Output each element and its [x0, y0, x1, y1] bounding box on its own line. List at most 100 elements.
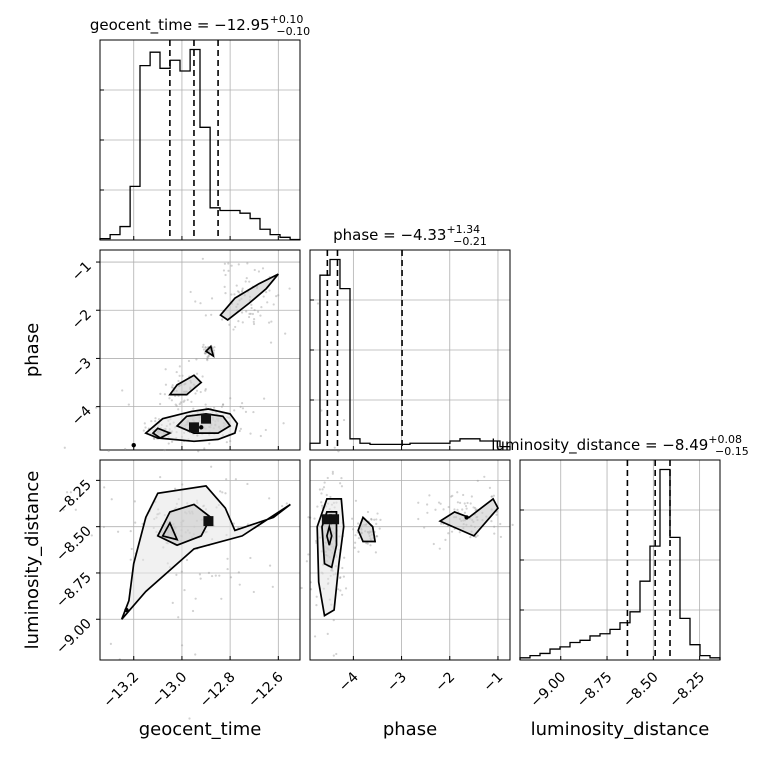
scatter-point	[264, 428, 267, 432]
scatter-point	[322, 486, 326, 489]
scatter-point	[444, 538, 447, 541]
scatter-point	[204, 387, 207, 391]
scatter-point	[284, 332, 287, 335]
scatter-point	[313, 635, 317, 638]
scatter-point	[470, 495, 473, 498]
scatter-point	[352, 528, 355, 531]
scatter-point	[476, 534, 479, 537]
scatter-point	[190, 400, 193, 403]
scatter-point	[206, 358, 209, 362]
scatter-point	[339, 589, 342, 592]
scatter-point	[219, 490, 222, 493]
scatter-point	[313, 517, 316, 520]
scatter-point	[142, 429, 145, 432]
scatter-point	[229, 440, 232, 443]
scatter-point	[181, 483, 184, 486]
scatter-point	[178, 403, 181, 406]
scatter-point	[366, 542, 369, 545]
density-peak	[201, 413, 212, 424]
scatter-point	[129, 558, 132, 561]
contour-line	[316, 498, 345, 617]
scatter-point	[253, 268, 256, 272]
panel-frame	[99, 39, 301, 241]
scatter-point	[249, 556, 252, 560]
scatter-point	[447, 532, 450, 535]
scatter-point	[375, 535, 379, 538]
scatter-point	[426, 511, 429, 514]
y-axis-label: luminosity_distance	[22, 471, 43, 650]
scatter-point	[331, 470, 334, 474]
scatter-point	[203, 447, 206, 450]
scatter-point	[250, 303, 253, 306]
scatter-point	[439, 502, 442, 505]
scatter-point	[204, 389, 207, 392]
scatter-point	[204, 346, 207, 349]
scatter-point	[366, 510, 370, 514]
x-tick-label: −12.6	[245, 669, 287, 711]
scatter-point	[168, 397, 171, 400]
contour-line	[219, 273, 279, 321]
scatter-point	[144, 426, 147, 429]
scatter-point	[224, 292, 227, 295]
scatter-point	[281, 504, 284, 508]
scatter-point	[95, 406, 98, 409]
scatter-point	[314, 539, 318, 543]
x-tick-label: −8.50	[620, 669, 662, 711]
scatter-point	[186, 398, 189, 401]
scatter-point	[110, 498, 113, 501]
scatter-point	[230, 293, 233, 296]
scatter-point	[309, 588, 313, 591]
scatter-point	[499, 522, 502, 526]
scatter-point	[268, 289, 271, 292]
scatter-point	[222, 269, 226, 272]
scatter-point	[490, 495, 493, 498]
scatter-point	[237, 571, 240, 574]
scatter-point	[90, 534, 93, 537]
histogram-geocent_time	[99, 48, 301, 241]
y-tick-label: −8.75	[53, 569, 95, 611]
scatter-point	[233, 293, 236, 296]
scatter-point	[320, 492, 323, 495]
scatter-point	[221, 318, 224, 321]
scatter-point	[152, 437, 155, 440]
density-fill	[169, 375, 202, 395]
scatter-point	[171, 384, 174, 387]
x-axis-label: phase	[383, 719, 437, 740]
scatter-point	[307, 553, 310, 556]
contour-line	[321, 511, 338, 569]
contour-line	[151, 427, 172, 439]
panel-geocent_time-luminosity_distance: −9.00 −8.75−8.50−8.25	[25, 406, 336, 720]
scatter-point	[344, 587, 348, 590]
scatter-point	[354, 499, 358, 502]
scatter-point	[437, 501, 441, 504]
scatter-point	[326, 476, 329, 480]
scatter-point	[469, 536, 472, 539]
scatter-point	[375, 522, 378, 525]
scatter-point	[229, 576, 233, 579]
scatter-point	[214, 574, 217, 577]
scatter-point	[203, 352, 206, 355]
contour-line	[204, 344, 215, 358]
scatter-point	[379, 518, 382, 521]
contour-line	[175, 413, 232, 434]
scatter-point	[270, 320, 273, 323]
scatter-point	[240, 290, 244, 293]
scatter-point	[248, 312, 251, 315]
histogram-luminosity_distance	[519, 468, 721, 660]
scatter-point	[207, 355, 210, 358]
scatter-point	[201, 345, 204, 349]
scatter-point	[224, 273, 227, 277]
scatter-point	[102, 525, 106, 529]
scatter-point	[170, 386, 174, 389]
scatter-point	[259, 434, 262, 438]
scatter-point	[337, 450, 340, 453]
scatter-point	[171, 601, 174, 604]
scatter-point	[511, 523, 514, 526]
scatter-point	[343, 556, 346, 559]
x-tick-label: −4	[336, 669, 362, 695]
density-fill	[358, 517, 376, 542]
scatter-point	[488, 486, 492, 489]
scatter-point	[240, 311, 244, 314]
contour-line	[357, 515, 377, 543]
